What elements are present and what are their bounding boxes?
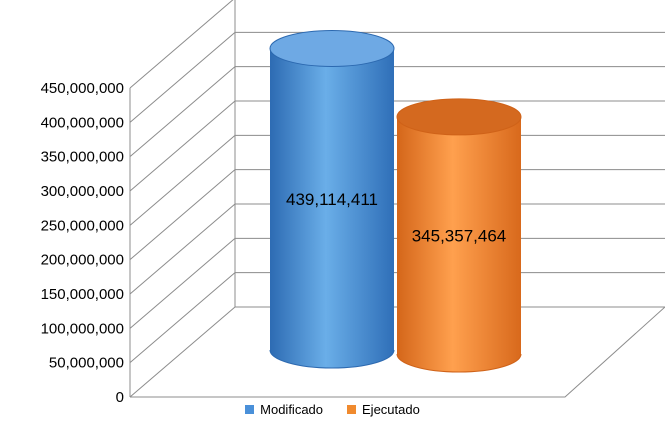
y-tick-label: 300,000,000 [41, 183, 124, 200]
floor-edge [130, 306, 665, 398]
gridline [129, 169, 665, 261]
gridline [129, 272, 665, 364]
chart-walls [129, 0, 665, 398]
legend-swatch-modificado [245, 405, 255, 414]
data-labels: 439,114,411 345,357,464 [286, 190, 506, 245]
data-label-modificado: 439,114,411 [286, 190, 378, 209]
y-tick-label: 150,000,000 [41, 286, 124, 303]
legend-item-modificado: Modificado [245, 402, 323, 417]
data-label-ejecutado: 345,357,464 [412, 226, 507, 245]
bar-bottom-rim [269, 349, 395, 369]
gridline [129, 0, 234, 89]
gridline [129, 100, 665, 192]
bar-body [397, 116, 521, 372]
gridline [129, 134, 665, 226]
bar-ejecutado [396, 98, 522, 373]
bar-modificado [269, 29, 395, 369]
legend-label-ejecutado: Ejecutado [362, 402, 420, 417]
bar-bottom-rim [396, 353, 522, 373]
gridline [129, 203, 665, 295]
bar-top [269, 29, 395, 67]
y-axis-ticks: 0 50,000,000 100,000,000 150,000,000 200,000… [41, 80, 124, 406]
y-tick-label: 350,000,000 [41, 149, 124, 166]
gridline [129, 237, 665, 329]
y-tick-label: 50,000,000 [49, 355, 124, 372]
legend-swatch-ejecutado [347, 405, 357, 414]
y-tick-label: 200,000,000 [41, 252, 124, 269]
y-tick-label: 0 [116, 389, 124, 406]
legend: Modificado Ejecutado [0, 402, 665, 417]
y-tick-label: 400,000,000 [41, 114, 124, 131]
y-tick-label: 250,000,000 [41, 217, 124, 234]
y-tick-label: 100,000,000 [41, 320, 124, 337]
legend-label-modificado: Modificado [260, 402, 324, 417]
gridline [129, 306, 665, 398]
gridline [129, 31, 665, 123]
bar-body [270, 48, 394, 369]
bar-top [396, 98, 522, 136]
y-tick-label: 450,000,000 [41, 80, 124, 97]
chart-bars [269, 29, 522, 373]
legend-item-ejecutado: Ejecutado [347, 402, 420, 417]
gridline [129, 66, 665, 158]
